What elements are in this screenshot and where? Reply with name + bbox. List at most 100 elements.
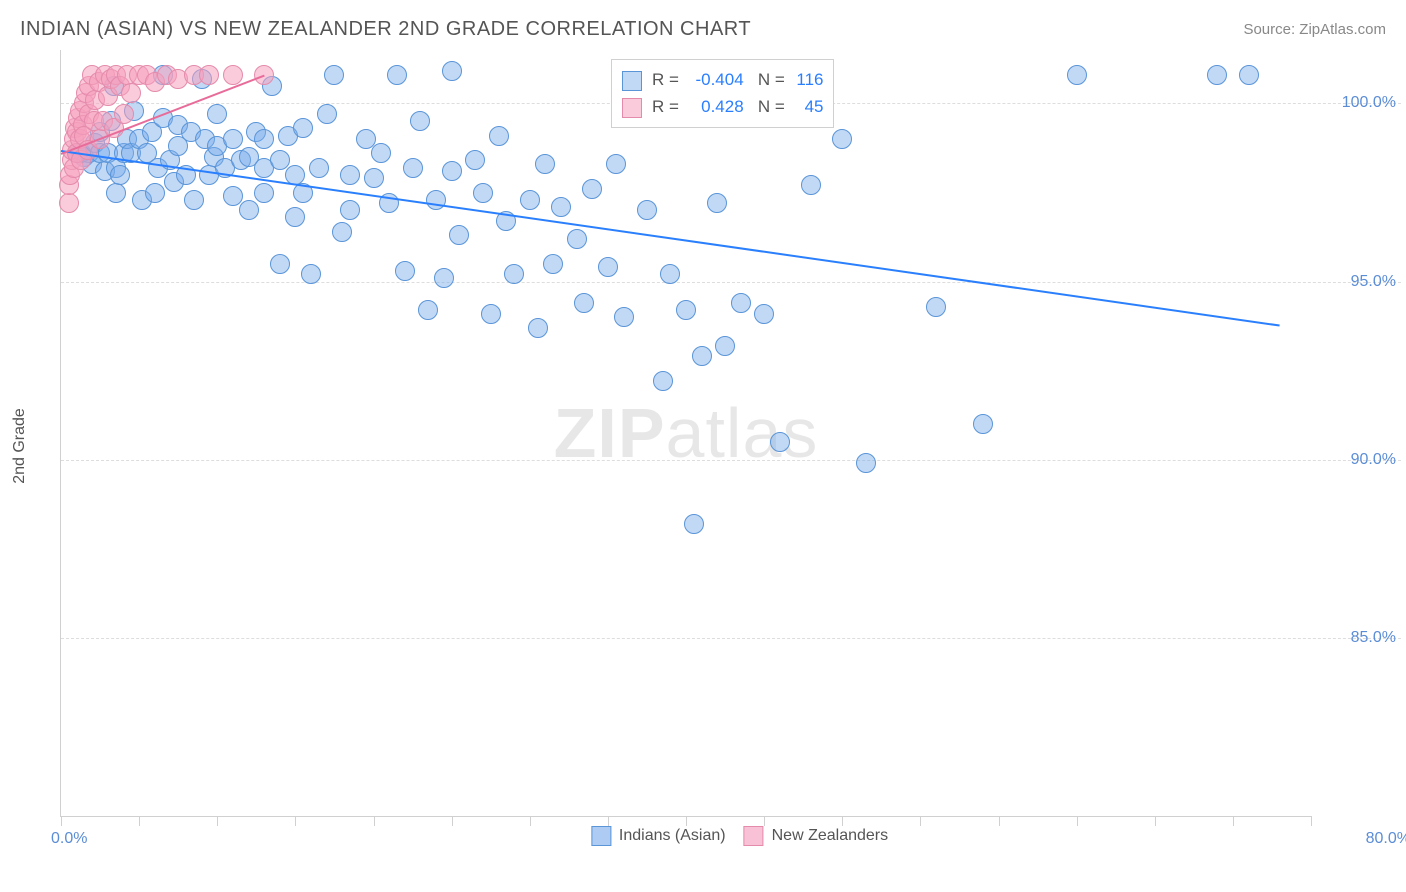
n-value: 45 — [789, 93, 823, 120]
legend-swatch — [591, 826, 611, 846]
source-label: Source: ZipAtlas.com — [1243, 21, 1386, 38]
data-point — [567, 229, 587, 249]
data-point — [340, 200, 360, 220]
data-point — [254, 183, 274, 203]
data-point — [676, 300, 696, 320]
plot-area: ZIPatlas 85.0%90.0%95.0%100.0%0.0%80.0%R… — [60, 50, 1311, 817]
data-point — [551, 197, 571, 217]
x-tick — [374, 816, 375, 826]
data-point — [106, 183, 126, 203]
data-point — [309, 158, 329, 178]
data-point — [731, 293, 751, 313]
data-point — [770, 432, 790, 452]
y-axis-label: 2nd Grade — [11, 408, 29, 484]
legend-label: Indians (Asian) — [619, 827, 726, 844]
data-point — [543, 254, 563, 274]
x-tick — [1311, 816, 1312, 826]
data-point — [371, 143, 391, 163]
data-point — [223, 65, 243, 85]
x-tick — [1155, 816, 1156, 826]
x-tick — [61, 816, 62, 826]
data-point — [110, 165, 130, 185]
data-point — [324, 65, 344, 85]
data-point — [715, 336, 735, 356]
data-point — [1239, 65, 1259, 85]
data-point — [434, 268, 454, 288]
data-point — [403, 158, 423, 178]
data-point — [660, 264, 680, 284]
data-point — [754, 304, 774, 324]
stats-row: R = -0.404 N = 116 — [622, 66, 823, 93]
data-point — [340, 165, 360, 185]
data-point — [856, 453, 876, 473]
series-swatch — [622, 71, 642, 91]
data-point — [184, 190, 204, 210]
x-tick — [530, 816, 531, 826]
data-point — [199, 65, 219, 85]
data-point — [223, 129, 243, 149]
x-tick — [764, 816, 765, 826]
n-value: 116 — [789, 66, 823, 93]
data-point — [692, 346, 712, 366]
data-point — [481, 304, 501, 324]
data-point — [418, 300, 438, 320]
data-point — [574, 293, 594, 313]
r-value: 0.428 — [684, 93, 744, 120]
data-point — [473, 183, 493, 203]
x-tick — [139, 816, 140, 826]
x-tick — [295, 816, 296, 826]
legend-label: New Zealanders — [772, 827, 889, 844]
gridline — [61, 282, 1401, 283]
data-point — [528, 318, 548, 338]
data-point — [653, 371, 673, 391]
data-point — [973, 414, 993, 434]
data-point — [364, 168, 384, 188]
regression-line — [61, 150, 1280, 327]
x-tick — [452, 816, 453, 826]
data-point — [598, 257, 618, 277]
x-tick — [1077, 816, 1078, 826]
data-point — [832, 129, 852, 149]
gridline — [61, 460, 1401, 461]
gridline — [61, 638, 1401, 639]
data-point — [254, 129, 274, 149]
data-point — [317, 104, 337, 124]
series-swatch — [622, 98, 642, 118]
data-point — [465, 150, 485, 170]
x-min-label: 0.0% — [51, 830, 87, 848]
data-point — [582, 179, 602, 199]
plot-container: ZIPatlas 85.0%90.0%95.0%100.0%0.0%80.0%R… — [60, 50, 1401, 852]
y-tick-label: 100.0% — [1316, 94, 1396, 112]
x-tick — [686, 816, 687, 826]
r-value: -0.404 — [684, 66, 744, 93]
x-max-label: 80.0% — [1366, 830, 1406, 848]
data-point — [207, 104, 227, 124]
chart-title: INDIAN (ASIAN) VS NEW ZEALANDER 2ND GRAD… — [20, 18, 751, 41]
data-point — [489, 126, 509, 146]
x-tick — [1233, 816, 1234, 826]
stats-row: R = 0.428 N = 45 — [622, 93, 823, 120]
x-tick — [217, 816, 218, 826]
data-point — [1067, 65, 1087, 85]
data-point — [707, 193, 727, 213]
data-point — [926, 297, 946, 317]
data-point — [535, 154, 555, 174]
data-point — [410, 111, 430, 131]
data-point — [387, 65, 407, 85]
data-point — [504, 264, 524, 284]
data-point — [637, 200, 657, 220]
data-point — [1207, 65, 1227, 85]
data-point — [239, 200, 259, 220]
data-point — [59, 193, 79, 213]
data-point — [145, 183, 165, 203]
stats-box: R = -0.404 N = 116R = 0.428 N = 45 — [611, 59, 834, 127]
data-point — [606, 154, 626, 174]
data-point — [121, 83, 141, 103]
data-point — [801, 175, 821, 195]
data-point — [442, 61, 462, 81]
data-point — [301, 264, 321, 284]
legend-swatch — [744, 826, 764, 846]
data-point — [449, 225, 469, 245]
x-tick — [608, 816, 609, 826]
chart-header: INDIAN (ASIAN) VS NEW ZEALANDER 2ND GRAD… — [20, 18, 1386, 41]
